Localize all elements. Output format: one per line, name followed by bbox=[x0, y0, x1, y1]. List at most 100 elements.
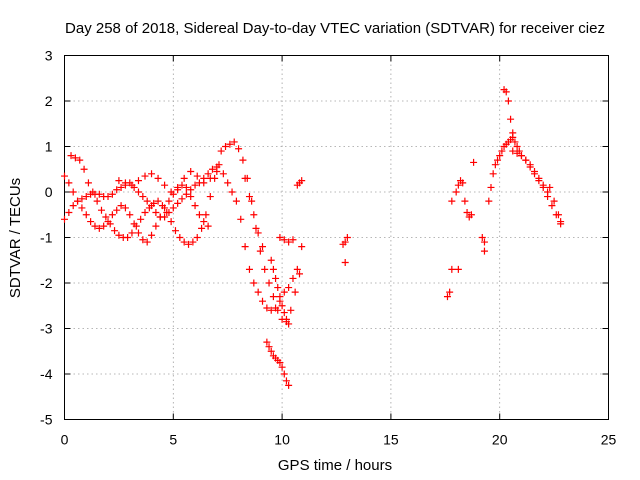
data-point-arc-a bbox=[61, 215, 68, 223]
data-point-arc-e bbox=[296, 270, 304, 278]
data-point-arc-d bbox=[174, 183, 182, 191]
data-point-arc-f bbox=[263, 304, 271, 312]
data-point-arc-c bbox=[61, 172, 68, 180]
data-point-arc-f bbox=[232, 197, 240, 205]
data-point-arc-b bbox=[185, 240, 193, 248]
data-point-arc-e bbox=[252, 224, 260, 232]
data-point-arc-b bbox=[89, 188, 97, 196]
data-point-arc-c bbox=[69, 188, 77, 196]
data-point-arc-i bbox=[280, 370, 288, 378]
data-point-arc-m bbox=[448, 265, 456, 273]
data-point-arc-b bbox=[171, 227, 179, 235]
data-point-arc-e bbox=[235, 145, 243, 153]
data-point-arc-d bbox=[213, 168, 221, 176]
x-tick-label: 15 bbox=[383, 432, 399, 448]
data-point-arc-b bbox=[154, 197, 162, 205]
data-point-arc-o bbox=[485, 197, 493, 205]
data-point-arc-c bbox=[87, 218, 95, 226]
data-point-arc-c bbox=[117, 202, 125, 210]
data-point-arc-n bbox=[467, 211, 475, 219]
y-tick-label: -5 bbox=[40, 412, 53, 428]
data-point-arc-c bbox=[121, 204, 129, 212]
data-point-arc-b bbox=[84, 179, 92, 187]
data-point-arc-q bbox=[526, 163, 534, 171]
data-point-arc-q bbox=[544, 193, 552, 201]
data-point-arc-b bbox=[124, 234, 132, 241]
data-point-arc-f bbox=[228, 188, 236, 196]
data-point-arc-b bbox=[115, 231, 123, 239]
data-point-arc-p bbox=[504, 97, 512, 105]
y-tick-label: -3 bbox=[40, 321, 53, 337]
data-point-arc-c bbox=[104, 218, 112, 226]
chart-title: Day 258 of 2018, Sidereal Day-to-day VTE… bbox=[65, 20, 605, 37]
data-point-arc-n bbox=[461, 197, 469, 205]
data-point-arc-b bbox=[76, 156, 84, 164]
data-point-arc-b bbox=[80, 165, 88, 173]
data-point-arc-a bbox=[139, 193, 147, 201]
y-tick-label: 2 bbox=[45, 93, 53, 109]
x-tick-label: 0 bbox=[61, 432, 69, 448]
data-point-arc-e bbox=[291, 288, 299, 296]
data-point-arc-l bbox=[341, 259, 349, 267]
data-point-arc-r bbox=[550, 197, 558, 205]
data-point-arc-h bbox=[280, 309, 288, 317]
data-point-arc-b bbox=[206, 193, 214, 201]
data-point-arc-d bbox=[167, 188, 175, 196]
data-point-arc-e bbox=[269, 293, 277, 301]
data-point-arc-a bbox=[82, 193, 90, 201]
data-point-arc-l bbox=[341, 238, 349, 246]
data-point-arc-c bbox=[78, 204, 86, 212]
data-point-arc-f bbox=[280, 288, 288, 296]
data-point-arc-b bbox=[176, 234, 184, 241]
data-point-arc-b bbox=[180, 238, 188, 246]
data-point-arc-a bbox=[113, 186, 121, 194]
data-point-arc-q bbox=[513, 149, 521, 157]
data-point-arc-d bbox=[134, 177, 142, 185]
data-point-arc-r bbox=[546, 183, 554, 191]
x-axis-label: GPS time / hours bbox=[278, 457, 392, 474]
data-point-arc-q bbox=[539, 183, 547, 191]
data-point-arc-k bbox=[298, 243, 306, 251]
data-point-arc-c bbox=[130, 220, 138, 228]
data-point-arc-f bbox=[241, 243, 249, 251]
data-point-arc-b bbox=[193, 234, 201, 241]
data-point-arc-j bbox=[280, 236, 288, 244]
data-point-arc-b bbox=[163, 208, 171, 216]
data-point-arc-o bbox=[491, 161, 499, 169]
data-point-arc-n bbox=[459, 179, 467, 187]
data-point-arc-m bbox=[448, 197, 456, 205]
data-point-arc-i bbox=[265, 343, 273, 351]
y-tick-label: 1 bbox=[45, 139, 53, 155]
data-point-arc-f bbox=[267, 306, 275, 314]
data-point-arc-b bbox=[128, 229, 136, 237]
data-point-arc-c bbox=[82, 211, 90, 219]
data-point-arc-b bbox=[137, 215, 145, 223]
x-tick-label: 5 bbox=[169, 432, 177, 448]
data-point-arc-e bbox=[256, 247, 264, 255]
data-point-arc-h bbox=[285, 320, 293, 328]
data-point-arc-b bbox=[189, 238, 197, 246]
data-point-arc-e bbox=[222, 143, 230, 150]
data-point-arc-d bbox=[128, 181, 136, 189]
data-point-arc-q bbox=[535, 177, 543, 185]
data-point-arc-d bbox=[187, 168, 195, 176]
data-point-arc-r bbox=[554, 211, 562, 219]
y-tick-label: -1 bbox=[40, 230, 53, 246]
data-point-arc-k bbox=[298, 177, 306, 185]
data-point-arc-o bbox=[487, 183, 495, 191]
data-point-arc-f bbox=[272, 304, 280, 312]
data-point-arc-m bbox=[454, 265, 462, 273]
data-point-arc-c bbox=[95, 224, 103, 232]
data-point-arc-o bbox=[480, 247, 488, 255]
data-point-arc-a bbox=[95, 190, 103, 198]
data-point-arc-g bbox=[245, 193, 253, 201]
axis-ticks: 0 5 10 15 20 25 -5 -4 -3 -2 -1 0 1 2 3 bbox=[40, 48, 616, 448]
data-point-arc-c bbox=[100, 222, 108, 230]
data-point-arc-a bbox=[117, 183, 125, 191]
data-point-arc-b bbox=[202, 211, 210, 219]
data-point-arc-c bbox=[139, 236, 147, 244]
data-point-arc-a bbox=[208, 165, 216, 173]
data-point-arc-c bbox=[161, 204, 169, 212]
data-point-arc-e bbox=[230, 138, 238, 146]
